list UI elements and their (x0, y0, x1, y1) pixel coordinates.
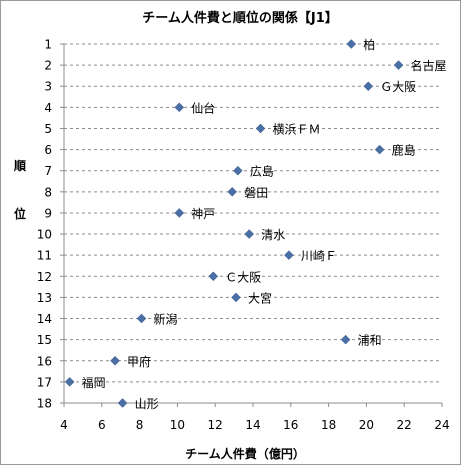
data-point-marker (227, 186, 238, 197)
y-axis-title: 順位 (13, 158, 27, 221)
x-axis-title: チーム人件費（億円） (185, 446, 305, 461)
y-tick-label: 5 (44, 122, 52, 136)
data-point-marker (174, 102, 185, 113)
tick-labels: 4 6 8 10 12 14 16 18 20 22 24123456789101112131415… (37, 38, 450, 433)
y-tick-label: 7 (44, 164, 52, 178)
y-tick-label: 8 (44, 185, 52, 199)
data-point-label: 磐田 (244, 186, 268, 200)
x-tick-label: 12 (208, 418, 223, 432)
data-point-marker (233, 165, 243, 176)
data-point-marker (363, 81, 374, 92)
x-tick-label: 20 (359, 418, 374, 432)
data-point-label: 大宮 (248, 290, 272, 305)
y-tick-label: 16 (37, 354, 52, 368)
y-tick-label: 17 (37, 375, 52, 389)
data-point-marker (174, 208, 185, 218)
axes (60, 43, 443, 407)
y-tick-label: 4 (44, 101, 52, 115)
data-point-label: 神戸 (191, 207, 215, 221)
data-point-marker (136, 313, 147, 324)
data-point-marker (117, 398, 128, 408)
x-tick-label: 24 (434, 418, 449, 432)
x-tick-label: 18 (321, 418, 336, 432)
data-point-label: Ｃ大阪 (225, 270, 261, 284)
y-tick-label: 6 (44, 143, 52, 157)
y-tick-label: 12 (37, 270, 52, 284)
x-tick-label: 16 (283, 418, 298, 432)
y-tick-label: 1 (44, 38, 52, 52)
data-point-marker (244, 229, 255, 239)
data-point-label: 柏 (363, 37, 375, 52)
y-axis-title-char: 位 (14, 206, 26, 221)
data-point-label: 名古屋 (411, 58, 447, 73)
y-tick-label: 13 (37, 291, 52, 305)
data-point-marker (284, 250, 294, 261)
data-point-marker (64, 377, 75, 387)
data-point-marker (340, 334, 351, 345)
chart-title: チーム人件費と順位の関係【J1】 (142, 10, 338, 26)
data-point-label: 横浜ＦＭ (273, 122, 321, 136)
y-tick-label: 15 (37, 333, 52, 347)
y-tick-label: 11 (37, 249, 52, 263)
data-point-label: Ｇ大阪 (380, 80, 416, 94)
x-tick-label: 10 (170, 418, 185, 432)
data-point-marker (393, 60, 404, 70)
data-point-marker (231, 292, 241, 303)
y-axis-title-char: 順 (13, 158, 27, 173)
data-point-marker (346, 39, 357, 49)
data-point-label: 仙台 (191, 100, 215, 115)
x-tick-label: 8 (136, 418, 144, 432)
x-tick-label: 6 (98, 418, 106, 432)
data-point-label: 川崎Ｆ (301, 249, 337, 263)
grid-lines (64, 43, 442, 383)
data-point-label: 福岡 (82, 375, 106, 390)
data-point-marker (110, 355, 120, 366)
x-tick-label: 22 (397, 418, 412, 432)
data-point-label: 新潟 (153, 312, 177, 327)
data-point-marker (255, 123, 266, 134)
data-point-marker (208, 271, 219, 282)
data-point-label: 鹿島 (392, 143, 416, 158)
y-tick-label: 9 (44, 206, 52, 220)
y-tick-label: 18 (37, 397, 52, 411)
data-point-marker (374, 144, 385, 155)
x-tick-label: 14 (245, 418, 260, 432)
y-tick-label: 2 (44, 59, 52, 73)
data-point-label: 清水 (261, 228, 285, 242)
data-point-label: 浦和 (358, 334, 382, 348)
y-tick-label: 10 (37, 228, 52, 242)
y-tick-label: 14 (37, 312, 52, 326)
x-tick-label: 4 (60, 418, 68, 432)
y-tick-label: 3 (44, 80, 52, 94)
data-point-label: 広島 (250, 164, 274, 179)
data-point-label: 山形 (135, 397, 159, 411)
data-point-label: 甲府 (127, 354, 151, 369)
